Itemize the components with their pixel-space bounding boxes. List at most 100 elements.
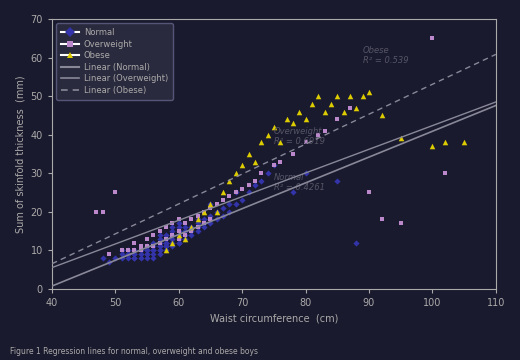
Point bbox=[232, 190, 240, 195]
Point bbox=[168, 236, 177, 242]
Point bbox=[168, 243, 177, 249]
Point bbox=[206, 220, 215, 226]
Point bbox=[162, 247, 170, 253]
Point bbox=[206, 213, 215, 219]
Point bbox=[143, 247, 151, 253]
Point bbox=[295, 109, 303, 114]
Point bbox=[232, 170, 240, 176]
Point bbox=[441, 170, 449, 176]
Point bbox=[200, 224, 209, 230]
Point bbox=[257, 178, 265, 184]
Point bbox=[162, 243, 170, 249]
Point bbox=[149, 240, 158, 246]
Point bbox=[225, 201, 233, 207]
Point bbox=[155, 247, 164, 253]
Point bbox=[193, 224, 202, 230]
Point bbox=[155, 240, 164, 246]
Point bbox=[155, 228, 164, 234]
Point bbox=[155, 236, 164, 242]
Point bbox=[130, 247, 138, 253]
Point bbox=[251, 178, 259, 184]
Point bbox=[155, 243, 164, 249]
Point bbox=[238, 197, 246, 203]
Point bbox=[340, 109, 348, 114]
Point bbox=[162, 236, 170, 242]
Point bbox=[124, 247, 132, 253]
Point bbox=[124, 255, 132, 261]
Point bbox=[168, 232, 177, 238]
Point bbox=[232, 201, 240, 207]
Point bbox=[162, 232, 170, 238]
Point bbox=[238, 186, 246, 192]
Point bbox=[98, 209, 107, 215]
Point bbox=[289, 151, 297, 157]
Point bbox=[219, 197, 227, 203]
Point bbox=[168, 220, 177, 226]
Point bbox=[327, 101, 335, 107]
Point bbox=[118, 255, 126, 261]
Point bbox=[168, 232, 177, 238]
Point bbox=[105, 251, 113, 257]
Point bbox=[206, 201, 215, 207]
Point bbox=[175, 224, 183, 230]
Point bbox=[137, 247, 145, 253]
Point bbox=[143, 243, 151, 249]
Point bbox=[441, 139, 449, 145]
Point bbox=[264, 170, 272, 176]
Point bbox=[225, 193, 233, 199]
Point bbox=[143, 251, 151, 257]
Point bbox=[105, 259, 113, 265]
Point bbox=[257, 139, 265, 145]
Point bbox=[193, 228, 202, 234]
Point bbox=[244, 182, 253, 188]
Point bbox=[302, 139, 310, 145]
Point bbox=[168, 240, 177, 246]
Point bbox=[378, 112, 386, 118]
Point bbox=[181, 220, 189, 226]
Point bbox=[162, 240, 170, 246]
Point bbox=[282, 116, 291, 122]
Point bbox=[460, 139, 469, 145]
Point bbox=[175, 220, 183, 226]
Point bbox=[181, 232, 189, 238]
Point bbox=[219, 190, 227, 195]
Point bbox=[244, 151, 253, 157]
Point bbox=[98, 255, 107, 261]
Point bbox=[193, 220, 202, 226]
Point bbox=[428, 35, 437, 41]
Point bbox=[187, 228, 196, 234]
Point bbox=[143, 243, 151, 249]
Point bbox=[213, 217, 221, 222]
Point bbox=[225, 209, 233, 215]
Point bbox=[118, 247, 126, 253]
Point bbox=[181, 236, 189, 242]
Point bbox=[162, 236, 170, 242]
Point bbox=[111, 190, 120, 195]
Point bbox=[149, 247, 158, 253]
Point bbox=[276, 159, 284, 165]
Point bbox=[137, 243, 145, 249]
Point bbox=[181, 228, 189, 234]
Point bbox=[137, 251, 145, 257]
Point bbox=[187, 217, 196, 222]
Point bbox=[193, 217, 202, 222]
Point bbox=[193, 213, 202, 219]
Point bbox=[130, 251, 138, 257]
Point bbox=[225, 178, 233, 184]
Point bbox=[162, 224, 170, 230]
Point bbox=[320, 109, 329, 114]
Point bbox=[289, 120, 297, 126]
Point bbox=[187, 224, 196, 230]
Legend: Normal, Overweight, Obese, Linear (Normal), Linear (Overweight), Linear (Obese): Normal, Overweight, Obese, Linear (Norma… bbox=[56, 23, 173, 100]
Point bbox=[130, 251, 138, 257]
Text: Figure 1 Regression lines for normal, overweight and obese boys: Figure 1 Regression lines for normal, ov… bbox=[10, 347, 258, 356]
Point bbox=[187, 224, 196, 230]
Text: Normal
R² = 0.4261: Normal R² = 0.4261 bbox=[274, 173, 325, 193]
Point bbox=[352, 240, 360, 246]
Point bbox=[175, 236, 183, 242]
Point bbox=[181, 224, 189, 230]
Point bbox=[352, 105, 360, 111]
Point bbox=[155, 251, 164, 257]
Point bbox=[206, 217, 215, 222]
Point bbox=[193, 217, 202, 222]
